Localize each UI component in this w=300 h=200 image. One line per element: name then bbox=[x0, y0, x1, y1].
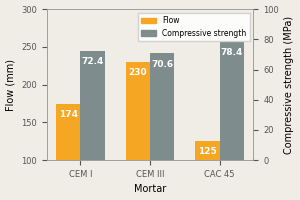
Text: 78.4: 78.4 bbox=[221, 48, 243, 57]
Bar bbox=[195, 141, 220, 200]
Bar bbox=[150, 53, 174, 160]
Y-axis label: Compressive strength (MPa): Compressive strength (MPa) bbox=[284, 16, 294, 154]
Legend: Flow, Compressive strength: Flow, Compressive strength bbox=[138, 13, 250, 41]
Bar bbox=[126, 62, 150, 200]
X-axis label: Mortar: Mortar bbox=[134, 184, 166, 194]
Text: 72.4: 72.4 bbox=[82, 57, 104, 66]
Text: 230: 230 bbox=[129, 68, 147, 77]
Bar bbox=[220, 42, 244, 160]
Text: 70.6: 70.6 bbox=[151, 60, 173, 69]
Text: 125: 125 bbox=[198, 147, 217, 156]
Bar bbox=[80, 51, 105, 160]
Text: 174: 174 bbox=[59, 110, 78, 119]
Y-axis label: Flow (mm): Flow (mm) bbox=[6, 59, 16, 111]
Bar bbox=[56, 104, 80, 200]
